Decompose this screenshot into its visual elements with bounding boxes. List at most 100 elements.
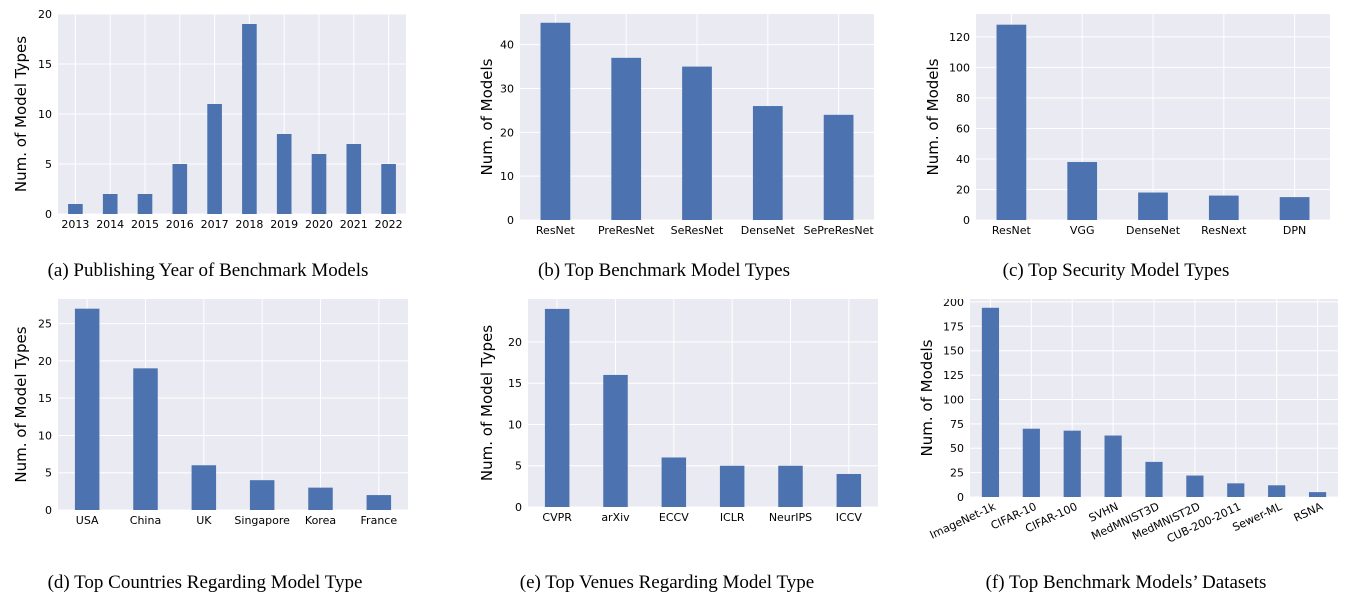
x-tick-label: Singapore xyxy=(234,514,290,527)
bar-2019 xyxy=(276,134,292,214)
plot-area xyxy=(528,299,878,507)
x-tick-label: DenseNet xyxy=(1126,224,1181,237)
caption-f: (f) Top Benchmark Models’ Datasets xyxy=(985,572,1267,593)
y-tick-label: 50 xyxy=(950,442,964,455)
y-axis-label: Num. of Models xyxy=(918,339,936,456)
y-tick-label: 40 xyxy=(956,153,970,166)
caption-a: (a) Publishing Year of Benchmark Models xyxy=(47,260,369,281)
chart-panel-e: 0 5 10 15 20 CVPR arXiv ECCV ICLR NeurIPS ICCV Num.… xyxy=(448,299,898,599)
y-tick-label: 0 xyxy=(515,501,522,514)
x-tick-label: 2021 xyxy=(340,218,368,231)
x-tick-label: DenseNet xyxy=(741,224,796,237)
x-tick-label: France xyxy=(361,514,398,527)
y-tick-label: 20 xyxy=(508,336,522,349)
chart-panel-f: 0 25 50 75 100 125 150 175 200 ImageNet-1k CIFAR-1… xyxy=(898,296,1346,599)
caption-b: (b) Top Benchmark Model Types xyxy=(537,260,791,281)
x-tick-label: SePreResNet xyxy=(803,224,874,237)
bar-preresnet xyxy=(611,57,642,220)
y-tick-label: 25 xyxy=(950,467,964,480)
bar-cvpr xyxy=(544,308,570,507)
y-tick-label: 25 xyxy=(38,318,52,331)
bar-2013 xyxy=(68,204,83,214)
y-tick-label: 20 xyxy=(38,355,52,368)
x-tick-label: China xyxy=(130,514,161,527)
bar-usa xyxy=(74,308,100,510)
y-tick-label: 80 xyxy=(956,92,970,105)
bar-2020 xyxy=(311,154,327,214)
x-tick-label: ResNext xyxy=(1201,224,1247,237)
y-axis-label: Num. of Models xyxy=(478,58,496,175)
bar-resnet xyxy=(540,22,571,220)
chart-e-svg: 0 5 10 15 20 CVPR arXiv ECCV ICLR NeurIPS ICCV Num.… xyxy=(478,299,878,524)
x-tick-label: arXiv xyxy=(601,511,630,524)
bar-imagenet-1k xyxy=(981,307,1000,497)
y-tick-label: 0 xyxy=(45,208,52,221)
chart-c-svg: 0 20 40 60 80 100 120 ResNet VGG DenseNet ResNext D… xyxy=(924,14,1330,237)
x-tick-label: 2013 xyxy=(61,218,89,231)
bar-seresnet xyxy=(682,66,712,221)
bar-2017 xyxy=(207,104,222,214)
bar-resnext xyxy=(1208,195,1239,220)
x-tick-label: 2017 xyxy=(201,218,229,231)
x-tick-label: VGG xyxy=(1070,224,1095,237)
chart-panel-a: 0 5 10 15 20 2013 2014 2015 2016 2017 2018 2019 2020… xyxy=(0,0,448,299)
bar-2022 xyxy=(381,164,396,214)
y-tick-label: 200 xyxy=(943,299,964,309)
y-axis-label: Num. of Model Types xyxy=(478,325,496,481)
x-tick-label: ICCV xyxy=(836,511,863,524)
chart-a-svg: 0 5 10 15 20 2013 2014 2015 2016 2017 2018 2019 2020… xyxy=(12,8,406,231)
y-tick-label: 10 xyxy=(38,429,52,442)
y-tick-label: 75 xyxy=(950,418,964,431)
x-tick-label: Korea xyxy=(305,514,336,527)
x-tick-label: 2022 xyxy=(375,218,403,231)
bar-vgg xyxy=(1067,162,1098,220)
chart-panel-c: 0 20 40 60 80 100 120 ResNet VGG DenseNet ResNext D… xyxy=(898,0,1346,299)
x-tick-label: SeResNet xyxy=(671,224,724,237)
y-tick-label: 60 xyxy=(956,122,970,135)
bar-2015 xyxy=(137,194,153,214)
y-tick-label: 100 xyxy=(949,61,970,74)
bar-singapore xyxy=(249,480,275,510)
y-tick-label: 10 xyxy=(38,108,52,121)
y-tick-label: 0 xyxy=(957,491,964,504)
x-tick-label: NeurIPS xyxy=(769,511,812,524)
y-tick-label: 15 xyxy=(508,377,522,390)
y-tick-label: 20 xyxy=(500,126,514,139)
bar-densenet xyxy=(752,106,783,220)
x-tick-label: PreResNet xyxy=(598,224,655,237)
bar-china xyxy=(133,368,158,510)
bar-arxiv xyxy=(603,374,628,507)
y-tick-label: 40 xyxy=(500,39,514,52)
x-tick-label: 2016 xyxy=(166,218,194,231)
y-tick-label: 20 xyxy=(956,183,970,196)
bar-dpn xyxy=(1279,197,1310,220)
y-tick-label: 120 xyxy=(949,31,970,44)
x-tick-label: 2018 xyxy=(235,218,263,231)
x-tick-label: DPN xyxy=(1283,224,1306,237)
bar-svhn xyxy=(1104,435,1122,497)
y-axis-label: Num. of Model Types xyxy=(12,326,30,482)
y-axis-label: Num. of Models xyxy=(924,58,942,175)
x-tick-label: ResNet xyxy=(992,224,1032,237)
y-tick-label: 5 xyxy=(45,467,52,480)
y-tick-label: 0 xyxy=(507,214,514,227)
bar-eccv xyxy=(661,457,687,507)
bar-iccv xyxy=(836,473,862,507)
chart-d-svg: 0 5 10 15 20 25 USA China UK Singapore Korea France… xyxy=(12,299,408,527)
bar-uk xyxy=(191,465,217,510)
bar-sepreresnet xyxy=(823,114,854,220)
bar-korea xyxy=(308,487,333,510)
y-tick-label: 30 xyxy=(500,83,514,96)
bar-neurips xyxy=(778,465,803,507)
y-tick-label: 10 xyxy=(500,170,514,183)
plot-area xyxy=(58,299,408,510)
bar-2018 xyxy=(242,24,257,214)
y-axis-label: Num. of Model Types xyxy=(12,36,30,192)
caption-d: (d) Top Countries Regarding Model Type xyxy=(47,572,363,593)
x-tick-label: ICLR xyxy=(720,511,745,524)
y-tick-label: 100 xyxy=(943,393,964,406)
chart-b-svg: 0 10 20 30 40 ResNet PreResNet SeResNet DenseNet… xyxy=(478,14,874,237)
y-tick-label: 5 xyxy=(515,460,522,473)
chart-f-svg: 0255075100125150175200ImageNet-1kCIFAR-1… xyxy=(918,296,1338,546)
